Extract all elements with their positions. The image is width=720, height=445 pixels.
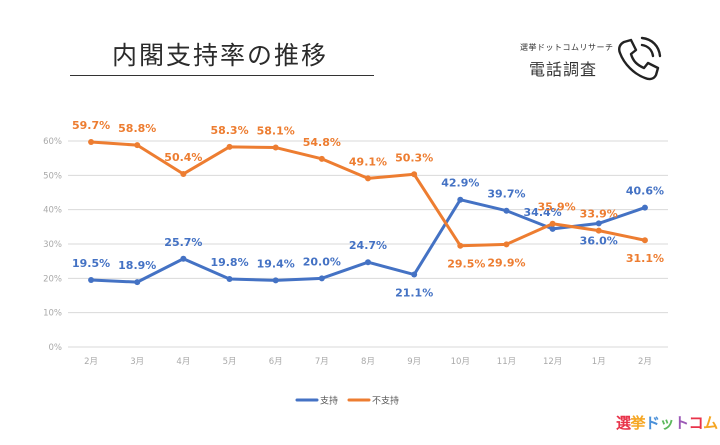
data-label: 21.1% — [395, 287, 433, 300]
logo-char: コ — [688, 414, 704, 432]
logo-char: ト — [674, 414, 689, 432]
data-point — [318, 275, 325, 282]
y-tick-label: 10% — [43, 309, 62, 319]
chart-series — [88, 139, 648, 286]
data-point — [365, 259, 371, 266]
survey-type: 電話調査 — [529, 60, 598, 79]
logo-char: 挙 — [630, 414, 646, 432]
x-tick-label: 4月 — [176, 357, 190, 367]
x-tick-label: 6月 — [269, 357, 283, 367]
data-point — [641, 204, 648, 211]
x-tick-label: 2月 — [84, 357, 98, 367]
data-label: 50.3% — [395, 151, 433, 164]
data-label: 24.7% — [349, 239, 387, 252]
brand-name: 選挙ドットコムリサーチ — [520, 43, 614, 52]
data-point — [411, 271, 418, 278]
y-axis-ticks: 0% 10% 20% 30% 40% 50% 60% — [43, 137, 62, 353]
phone-icon — [618, 36, 662, 81]
data-label: 35.9% — [538, 201, 576, 214]
chart-grid — [68, 140, 668, 348]
data-point — [180, 255, 187, 262]
data-label: 29.5% — [447, 258, 485, 271]
data-label: 29.9% — [487, 256, 525, 269]
title-underline — [70, 75, 374, 76]
data-label: 36.0% — [580, 234, 618, 247]
brand-logo: 選挙ドットコム — [616, 412, 718, 433]
logo-char: ド — [645, 414, 660, 432]
data-label: 39.7% — [487, 188, 525, 201]
x-tick-label: 8月 — [361, 357, 375, 367]
data-point — [134, 279, 141, 286]
data-label: 58.8% — [118, 122, 156, 135]
data-label: 19.4% — [257, 257, 295, 270]
x-tick-label: 5月 — [223, 357, 237, 367]
data-label: 50.4% — [164, 151, 202, 164]
x-tick-label: 7月 — [315, 357, 329, 367]
data-point — [457, 196, 464, 203]
logo-char: 選 — [616, 414, 631, 432]
y-tick-label: 0% — [49, 343, 63, 353]
data-point — [180, 170, 187, 177]
data-point — [595, 227, 602, 234]
x-tick-label: 1月 — [592, 357, 606, 367]
legend-label: 不支持 — [372, 395, 399, 407]
y-tick-label: 50% — [43, 171, 62, 181]
logo-char: ッ — [659, 414, 675, 432]
data-label: 58.3% — [210, 124, 248, 137]
data-label: 54.8% — [303, 136, 341, 149]
data-point — [226, 276, 233, 283]
data-label: 20.0% — [303, 255, 341, 268]
data-label: 58.1% — [257, 125, 295, 138]
data-point — [503, 241, 510, 248]
data-label: 33.9% — [580, 208, 618, 221]
y-tick-label: 60% — [43, 137, 62, 147]
y-tick-label: 20% — [43, 274, 62, 284]
y-tick-label: 40% — [43, 206, 62, 216]
data-label: 25.7% — [164, 236, 202, 249]
x-axis-ticks: 2月 3月 4月 5月 6月 7月 8月 9月 10月 11月 12月 1月 2月 — [84, 357, 652, 367]
data-label: 49.1% — [349, 155, 387, 168]
data-point — [272, 277, 279, 284]
data-label: 42.9% — [441, 177, 479, 190]
data-point — [549, 225, 556, 232]
logo-char: ム — [703, 414, 718, 432]
x-tick-label: 3月 — [130, 357, 144, 367]
data-point — [272, 144, 279, 151]
chart-data-labels: 19.5% 18.9% 25.7% 19.8% 19.4% 20.0% 24.7% 21.1%… — [72, 119, 664, 300]
x-tick-label: 10月 — [451, 357, 470, 367]
data-point — [503, 207, 510, 214]
data-point — [641, 237, 648, 244]
chart-legend: 支持 不支持 — [295, 395, 399, 407]
legend-label: 支持 — [320, 395, 338, 407]
data-point — [226, 143, 233, 150]
data-point — [549, 220, 556, 227]
data-label: 40.6% — [626, 185, 664, 198]
data-label: 34.4% — [524, 206, 562, 219]
x-tick-label: 2月 — [638, 357, 652, 367]
data-label: 19.8% — [210, 256, 248, 269]
data-label: 31.1% — [626, 252, 664, 265]
data-point — [365, 175, 371, 182]
data-point — [318, 155, 325, 162]
page-title: 内閣支持率の推移 — [112, 41, 329, 70]
x-tick-label: 9月 — [407, 357, 421, 367]
data-label: 19.5% — [72, 257, 110, 270]
x-tick-label: 11月 — [497, 357, 516, 367]
data-label: 18.9% — [118, 259, 156, 272]
data-point — [134, 142, 141, 149]
y-tick-label: 30% — [43, 240, 62, 250]
data-point — [411, 171, 418, 178]
data-point — [457, 242, 464, 249]
x-tick-label: 12月 — [543, 357, 562, 367]
data-point — [595, 220, 602, 227]
data-label: 59.7% — [72, 119, 110, 132]
data-point — [88, 277, 95, 284]
data-point — [88, 139, 95, 146]
